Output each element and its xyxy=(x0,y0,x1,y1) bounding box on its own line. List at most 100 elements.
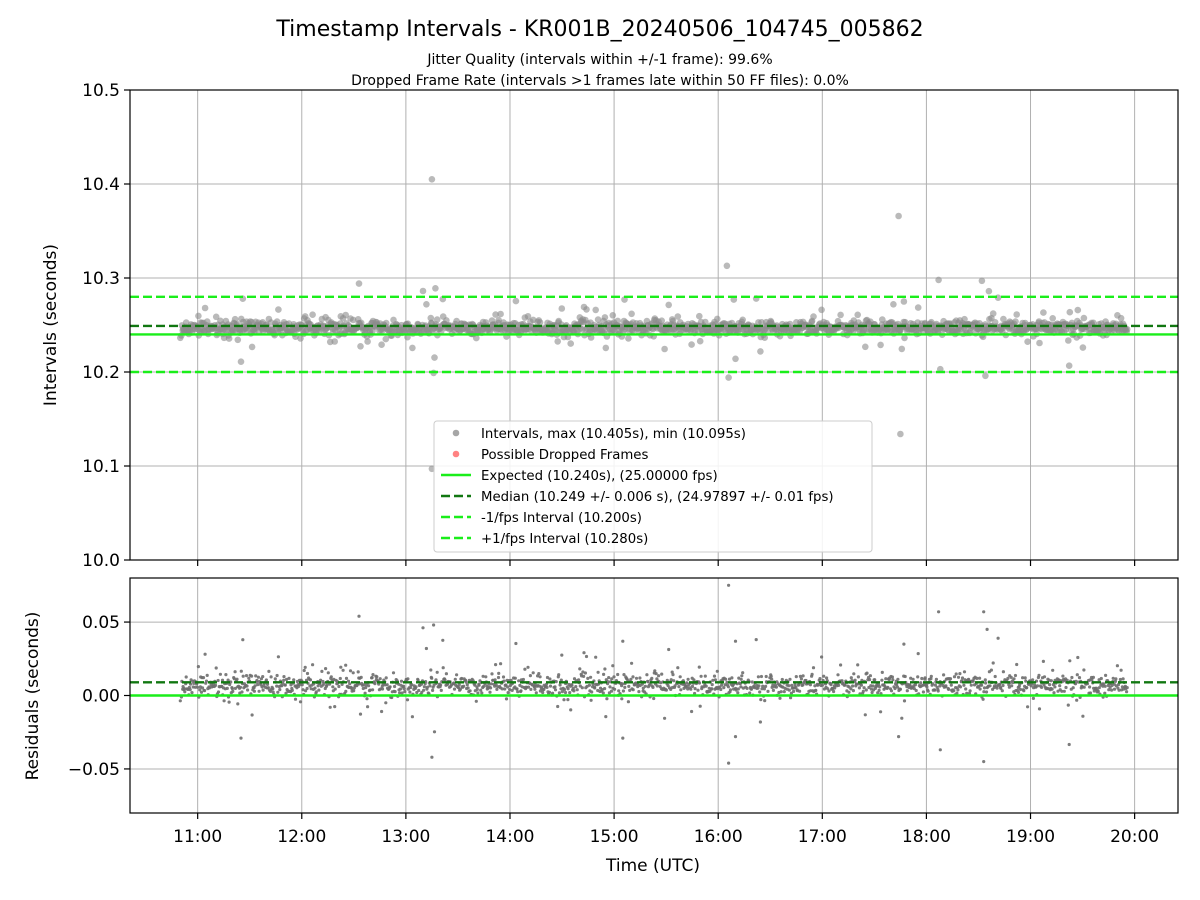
data-point xyxy=(703,674,707,678)
data-point xyxy=(1125,690,1129,694)
data-point xyxy=(837,311,844,319)
data-point xyxy=(216,678,220,683)
data-point xyxy=(905,689,909,693)
data-point xyxy=(1015,662,1019,667)
data-point xyxy=(1118,677,1122,682)
legend-marker xyxy=(452,429,460,437)
data-point xyxy=(712,674,717,678)
data-point xyxy=(225,335,233,342)
data-point xyxy=(794,685,798,689)
data-point xyxy=(380,687,385,691)
outlier-point xyxy=(432,623,436,627)
data-point xyxy=(989,668,994,672)
data-point xyxy=(810,313,817,320)
data-point xyxy=(236,702,240,706)
data-point xyxy=(558,305,566,312)
data-point xyxy=(541,690,545,695)
data-point xyxy=(934,677,939,681)
data-point xyxy=(216,690,221,694)
data-point xyxy=(719,687,723,692)
data-point xyxy=(526,685,531,689)
data-point xyxy=(665,301,672,309)
data-point xyxy=(537,672,541,676)
data-point xyxy=(1111,676,1115,680)
data-point xyxy=(590,690,594,694)
data-point xyxy=(965,691,969,696)
data-point xyxy=(769,674,773,679)
data-point xyxy=(1076,655,1080,660)
data-point xyxy=(672,679,676,683)
data-point xyxy=(200,686,205,690)
data-point xyxy=(398,687,403,691)
data-point xyxy=(630,661,634,665)
legend-box xyxy=(433,420,873,553)
data-point xyxy=(771,688,776,693)
data-point xyxy=(474,699,478,703)
data-point xyxy=(475,685,479,689)
data-point xyxy=(385,683,389,687)
data-point xyxy=(489,682,493,686)
data-point xyxy=(833,686,837,690)
data-point xyxy=(529,687,533,692)
data-point xyxy=(402,684,406,688)
data-point xyxy=(267,669,271,674)
data-point xyxy=(818,677,822,681)
data-point xyxy=(628,310,635,318)
data-point xyxy=(779,690,783,694)
data-point xyxy=(956,688,960,692)
data-point xyxy=(634,676,639,680)
data-point xyxy=(903,674,907,679)
outlier-point xyxy=(237,358,245,366)
data-point xyxy=(896,677,900,681)
data-point xyxy=(304,678,309,682)
data-point xyxy=(1026,705,1030,709)
data-point xyxy=(770,677,774,681)
data-point xyxy=(384,676,388,680)
data-point xyxy=(799,677,804,681)
data-point xyxy=(554,338,561,345)
data-point xyxy=(889,689,894,693)
data-point xyxy=(528,674,533,678)
data-point xyxy=(220,678,225,682)
y-tick-label: 0.00 xyxy=(82,687,120,707)
data-point xyxy=(317,688,321,692)
data-point xyxy=(275,306,282,313)
data-point xyxy=(391,671,396,675)
data-point xyxy=(1001,683,1005,688)
data-point xyxy=(1080,314,1088,322)
data-point xyxy=(557,691,562,695)
data-point xyxy=(488,690,492,694)
data-point xyxy=(713,678,718,682)
data-point xyxy=(428,684,432,688)
legend-label: +1/fps Interval (10.280s) xyxy=(481,532,648,547)
data-point xyxy=(763,699,767,703)
data-point xyxy=(431,354,438,361)
data-point xyxy=(674,313,682,320)
data-point xyxy=(476,691,480,695)
data-point xyxy=(367,684,371,688)
data-point xyxy=(968,689,972,693)
data-point xyxy=(789,691,794,695)
data-point xyxy=(560,690,565,694)
data-point xyxy=(568,691,572,695)
data-point xyxy=(594,655,598,659)
data-point xyxy=(926,689,930,693)
data-point xyxy=(553,688,558,692)
data-point xyxy=(419,287,427,295)
data-point xyxy=(971,679,975,683)
data-point xyxy=(853,678,857,682)
data-point xyxy=(433,316,441,323)
data-point xyxy=(978,687,982,691)
data-point xyxy=(914,688,918,693)
data-point xyxy=(760,687,764,691)
data-point xyxy=(689,687,693,691)
data-point xyxy=(609,689,614,693)
data-point xyxy=(190,691,194,695)
data-point xyxy=(410,683,414,687)
data-point xyxy=(596,670,600,674)
data-point xyxy=(876,691,880,695)
data-point xyxy=(282,678,286,682)
x-tick-label: 17:00 xyxy=(798,827,847,847)
data-point xyxy=(419,682,424,686)
